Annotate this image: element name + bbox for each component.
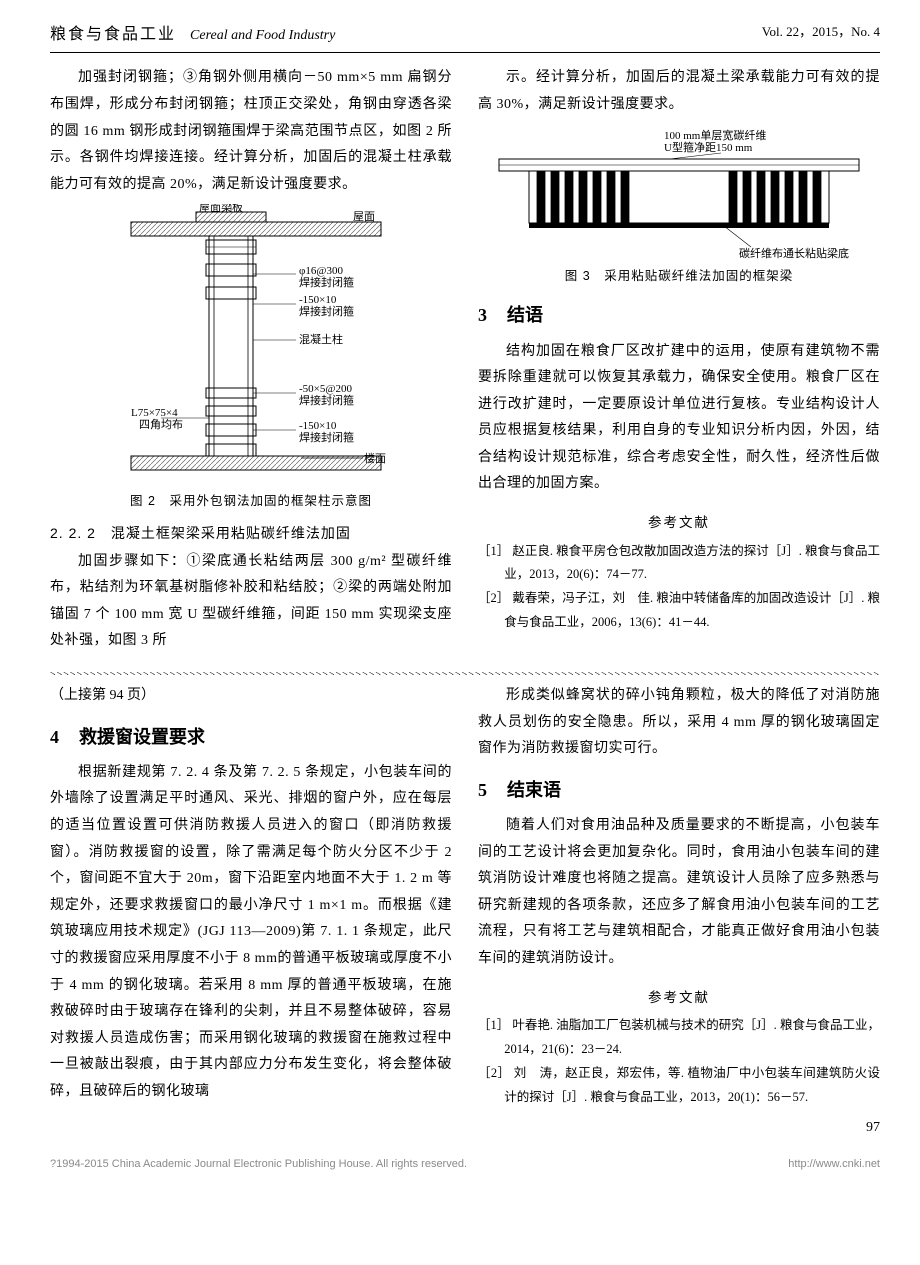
- subsection-2-2-2: 2. 2. 2 混凝土框架梁采用粘贴碳纤维法加固: [50, 520, 452, 547]
- publisher-footer: ?1994-2015 China Academic Journal Electr…: [50, 1154, 880, 1175]
- fig2-label-weld1: 焊接封闭箍: [299, 275, 354, 289]
- lower-article: （上接第 94 页） 4 救援窗设置要求 根据新建规第 7. 2. 4 条及第 …: [50, 683, 880, 1109]
- figure-2: 屋面梁板 屋面 φ16@300 焊接封闭箍 -150×10 焊接封闭箍 混凝土柱…: [101, 204, 401, 484]
- section-5-num: 5: [478, 773, 487, 807]
- upper-right-para2: 结构加固在粮食厂区改扩建中的运用，使原有建筑物不需要拆除重建就可以恢复其承载力，…: [478, 339, 880, 499]
- header-left: 粮食与食品工业 Cereal and Food Industry: [50, 20, 335, 50]
- section-4-title: 救援窗设置要求: [79, 720, 205, 754]
- lower-right-para1: 形成类似蜂窝状的碎小钝角颗粒，极大的降低了对消防施救人员划伤的安全隐患。所以，采…: [478, 683, 880, 763]
- fig2-label-neg150b: -150×10: [299, 420, 337, 432]
- upper-left-para2: 加固步骤如下：①梁底通长粘结两层 300 g/m² 型碳纤维布，粘结剂为环氧基树…: [50, 549, 452, 655]
- fig2-label-neg50: -50×5@200: [299, 383, 352, 395]
- fig2-label-floor: 楼面: [364, 451, 386, 465]
- section-5-heading: 5 结束语: [478, 773, 880, 807]
- fig2-label-phi: φ16@300: [299, 265, 343, 277]
- lower-left-para1: 根据新建规第 7. 2. 4 条及第 7. 2. 5 条规定，小包装车间的外墙除…: [50, 760, 452, 1106]
- fig2-label-angle: L75×75×4: [131, 407, 178, 419]
- journal-title-cn: 粮食与食品工业: [50, 20, 176, 50]
- continuation-note: （上接第 94 页）: [50, 683, 452, 710]
- section-4-num: 4: [50, 720, 59, 754]
- footer-copyright: ?1994-2015 China Academic Journal Electr…: [50, 1154, 467, 1175]
- journal-title-en: Cereal and Food Industry: [190, 23, 335, 50]
- figure-3: 100 mm单层宽碳纤维 U型箍净距150 mm: [489, 129, 869, 259]
- fig2-label-weld2: 焊接封闭箍: [299, 304, 354, 318]
- fig2-label-conccol: 混凝土柱: [299, 332, 343, 346]
- page-number: 97: [50, 1115, 880, 1142]
- fig3-label-top1: 100 mm单层宽碳纤维: [664, 129, 766, 142]
- upper-left-para1: 加强封闭钢箍；③角钢外侧用横向－50 mm×5 mm 扁钢分布围焊，形成分布封闭…: [50, 65, 452, 198]
- lower-ref-1: ［1］ 叶春艳. 油脂加工厂包装机械与技术的研究［J］. 粮食与食品工业，201…: [478, 1014, 880, 1062]
- section-3-heading: 3 结语: [478, 298, 880, 332]
- issue-info: Vol. 22，2015，No. 4: [762, 20, 880, 50]
- figure-2-caption: 图 2 采用外包钢法加固的框架柱示意图: [50, 490, 452, 514]
- fig3-label-bottom: 碳纤维布通长粘贴梁底: [739, 246, 849, 259]
- upper-refs-heading: 参考文献: [478, 510, 880, 536]
- fig2-label-roofslab: 屋面梁板: [199, 204, 243, 214]
- figure-3-svg: 100 mm单层宽碳纤维 U型箍净距150 mm: [489, 129, 869, 259]
- fig2-label-roof: 屋面: [353, 210, 375, 223]
- figure-3-caption: 图 3 采用粘贴碳纤维法加固的框架梁: [478, 265, 880, 289]
- lower-ref-2: ［2］ 刘 涛，赵正良，郑宏伟，等. 植物油厂中小包装车间建筑防火设计的探讨［J…: [478, 1062, 880, 1110]
- lower-refs-heading: 参考文献: [478, 985, 880, 1011]
- lower-right-column: 形成类似蜂窝状的碎小钝角颗粒，极大的降低了对消防施救人员划伤的安全隐患。所以，采…: [478, 683, 880, 1109]
- section-3-title: 结语: [507, 298, 543, 332]
- upper-right-column: 示。经计算分析，加固后的混凝土梁承载能力可有效的提高 30%，满足新设计强度要求…: [478, 65, 880, 655]
- upper-left-column: 加强封闭钢箍；③角钢外侧用横向－50 mm×5 mm 扁钢分布围焊，形成分布封闭…: [50, 65, 452, 655]
- upper-right-para1: 示。经计算分析，加固后的混凝土梁承载能力可有效的提高 30%，满足新设计强度要求…: [478, 65, 880, 118]
- figure-2-svg: 屋面梁板 屋面 φ16@300 焊接封闭箍 -150×10 焊接封闭箍 混凝土柱…: [101, 204, 401, 484]
- fig2-label-corners: 四角均布: [139, 418, 183, 431]
- lower-right-para2: 随着人们对食用油品种及质量要求的不断提高，小包装车间的工艺设计将会更加复杂化。同…: [478, 813, 880, 973]
- section-4-heading: 4 救援窗设置要求: [50, 720, 452, 754]
- section-3-num: 3: [478, 298, 487, 332]
- fig3-label-top2: U型箍净距150 mm: [664, 140, 753, 154]
- upper-ref-1: ［1］ 赵正良. 粮食平房仓包改散加固改造方法的探讨［J］. 粮食与食品工业，2…: [478, 540, 880, 588]
- running-header: 粮食与食品工业 Cereal and Food Industry Vol. 22…: [50, 20, 880, 53]
- upper-ref-2: ［2］ 戴春荣，冯子江，刘 佳. 粮油中转储备库的加固改造设计［J］. 粮食与食…: [478, 587, 880, 635]
- fig2-label-weld4: 焊接封闭箍: [299, 430, 354, 444]
- upper-article: 加强封闭钢箍；③角钢外侧用横向－50 mm×5 mm 扁钢分布围焊，形成分布封闭…: [50, 65, 880, 655]
- section-5-title: 结束语: [507, 773, 561, 807]
- lower-left-column: （上接第 94 页） 4 救援窗设置要求 根据新建规第 7. 2. 4 条及第 …: [50, 683, 452, 1109]
- fig2-label-neg150a: -150×10: [299, 294, 337, 306]
- article-divider: >>>>>>>>>>>>>>>>>>>>>>>>>>>>>>>>>>>>>>>>…: [50, 665, 880, 675]
- fig2-label-weld3: 焊接封闭箍: [299, 393, 354, 407]
- footer-url: http://www.cnki.net: [788, 1154, 880, 1175]
